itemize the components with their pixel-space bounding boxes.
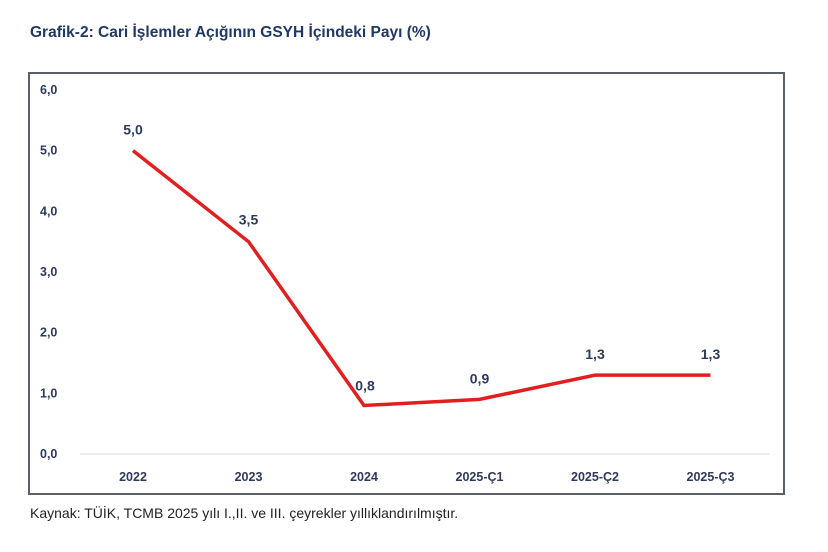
source-note: Kaynak: TÜİK, TCMB 2025 yılı I.,II. ve I… [30,505,459,521]
y-tick-label: 4,0 [40,204,57,218]
data-label: 5,0 [123,122,143,138]
data-label: 0,9 [470,370,490,386]
data-label: 1,3 [585,346,605,362]
x-tick-label: 2025-Ç3 [687,470,735,484]
x-tick-label: 2022 [119,470,147,484]
x-tick-label: 2025-Ç1 [456,470,504,484]
y-axis-ticks: 0,0 1,0 2,0 3,0 4,0 5,0 6,0 [40,83,57,461]
x-tick-label: 2025-Ç2 [571,470,619,484]
chart-title: Grafik-2: Cari İşlemler Açığının GSYH İç… [30,24,431,41]
x-tick-label: 2023 [235,470,263,484]
y-tick-label: 1,0 [40,386,57,400]
y-tick-label: 0,0 [40,447,57,461]
y-tick-label: 5,0 [40,144,57,158]
y-tick-label: 2,0 [40,326,57,340]
data-label: 1,3 [701,346,721,362]
chart-frame [28,72,785,495]
series-line [131,149,711,408]
y-tick-label: 3,0 [40,265,57,279]
x-axis-ticks: 2022 2023 2024 2025-Ç1 2025-Ç2 2025-Ç3 [119,470,734,484]
data-labels: 5,0 3,5 0,8 0,9 1,3 1,3 [123,122,720,394]
x-tick-label: 2024 [350,470,378,484]
y-tick-label: 6,0 [40,83,57,97]
data-label: 0,8 [355,377,375,393]
data-label: 3,5 [239,212,259,228]
